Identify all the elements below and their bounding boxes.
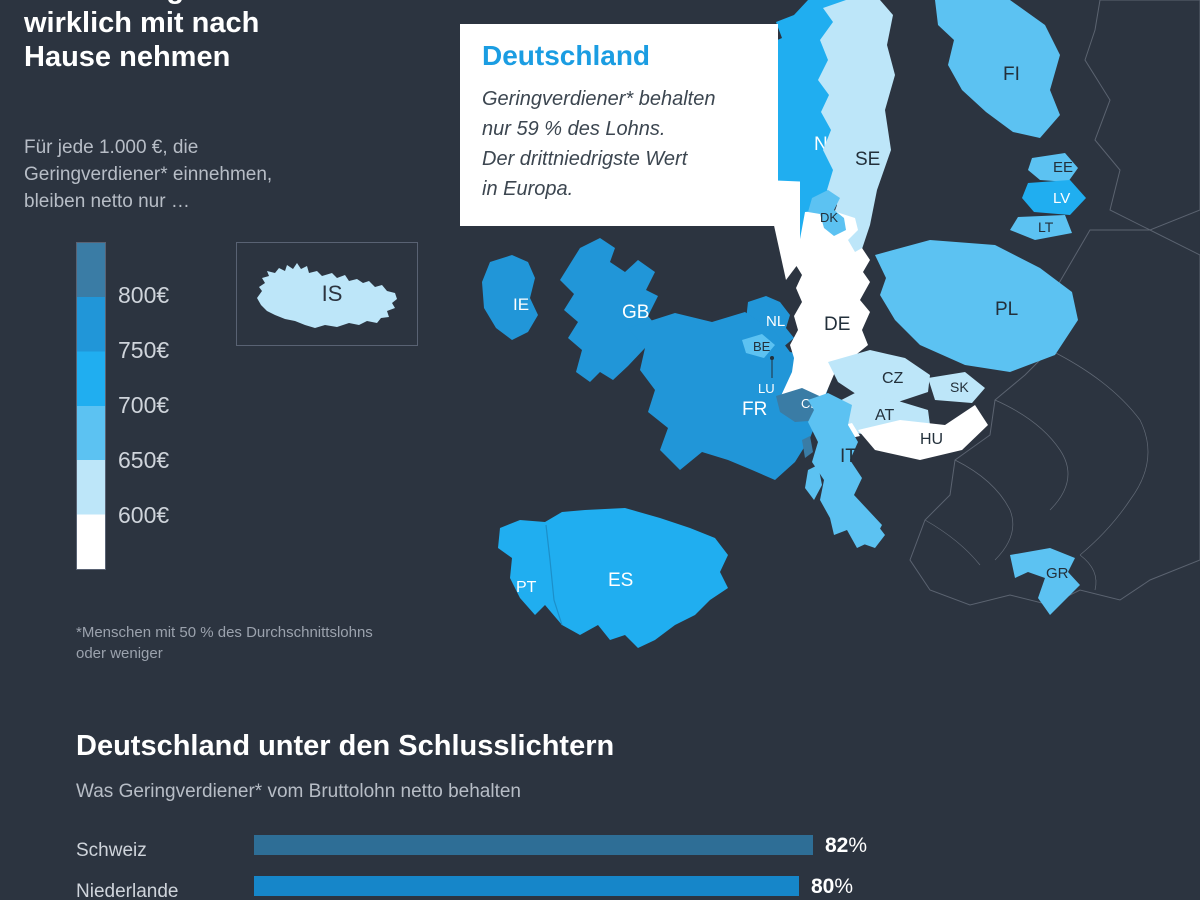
svg-text:LU: LU bbox=[758, 381, 775, 396]
svg-text:DE: DE bbox=[824, 314, 850, 335]
svg-text:AT: AT bbox=[875, 407, 894, 424]
svg-text:IT: IT bbox=[840, 446, 857, 467]
svg-text:SK: SK bbox=[950, 379, 969, 395]
svg-text:NL: NL bbox=[766, 313, 785, 330]
svg-text:FR: FR bbox=[742, 399, 767, 420]
svg-text:PT: PT bbox=[516, 579, 537, 596]
svg-text:IS: IS bbox=[322, 281, 343, 306]
svg-text:FI: FI bbox=[1003, 64, 1020, 85]
svg-text:ES: ES bbox=[608, 570, 633, 591]
svg-text:LV: LV bbox=[1053, 190, 1070, 207]
svg-text:PL: PL bbox=[995, 299, 1018, 320]
svg-text:DK: DK bbox=[820, 210, 838, 225]
svg-text:BE: BE bbox=[753, 339, 771, 354]
svg-text:GR: GR bbox=[1046, 565, 1069, 582]
svg-text:LT: LT bbox=[1038, 219, 1054, 235]
svg-text:CZ: CZ bbox=[882, 370, 904, 387]
svg-text:EE: EE bbox=[1053, 159, 1073, 176]
svg-text:SE: SE bbox=[855, 149, 880, 170]
svg-text:GB: GB bbox=[622, 302, 649, 323]
svg-text:HU: HU bbox=[920, 431, 943, 448]
